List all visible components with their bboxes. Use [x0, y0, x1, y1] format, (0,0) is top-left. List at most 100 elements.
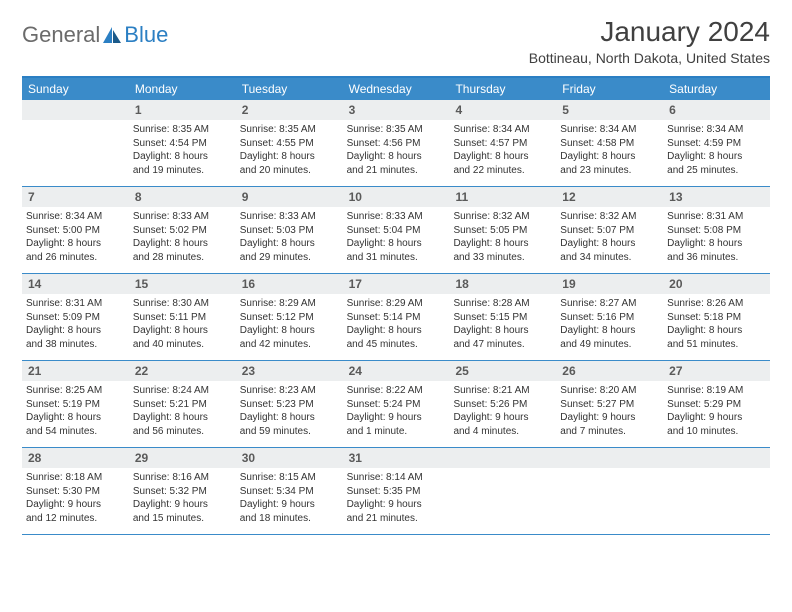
sunset-text: Sunset: 5:08 PM [667, 224, 766, 238]
day-number: 14 [22, 274, 129, 294]
sunrise-text: Sunrise: 8:29 AM [347, 297, 446, 311]
daylight-text-2: and 42 minutes. [240, 338, 339, 352]
weekday-header: Monday [129, 78, 236, 100]
sunrise-text: Sunrise: 8:21 AM [453, 384, 552, 398]
logo-text-1: General [22, 22, 100, 48]
daylight-text-1: Daylight: 8 hours [347, 324, 446, 338]
weekday-header-row: Sunday Monday Tuesday Wednesday Thursday… [22, 78, 770, 100]
day-number: 13 [663, 187, 770, 207]
day-cell: 20Sunrise: 8:26 AMSunset: 5:18 PMDayligh… [663, 274, 770, 360]
day-cell: 27Sunrise: 8:19 AMSunset: 5:29 PMDayligh… [663, 361, 770, 447]
day-details: Sunrise: 8:33 AMSunset: 5:03 PMDaylight:… [236, 207, 343, 268]
daylight-text-1: Daylight: 9 hours [560, 411, 659, 425]
daylight-text-1: Daylight: 9 hours [240, 498, 339, 512]
sunset-text: Sunset: 4:58 PM [560, 137, 659, 151]
daylight-text-2: and 23 minutes. [560, 164, 659, 178]
daylight-text-2: and 7 minutes. [560, 425, 659, 439]
day-cell: 28Sunrise: 8:18 AMSunset: 5:30 PMDayligh… [22, 448, 129, 534]
day-number: 23 [236, 361, 343, 381]
daylight-text-1: Daylight: 8 hours [667, 324, 766, 338]
sunset-text: Sunset: 5:16 PM [560, 311, 659, 325]
sunrise-text: Sunrise: 8:34 AM [26, 210, 125, 224]
day-details: Sunrise: 8:23 AMSunset: 5:23 PMDaylight:… [236, 381, 343, 442]
day-details: Sunrise: 8:21 AMSunset: 5:26 PMDaylight:… [449, 381, 556, 442]
daylight-text-1: Daylight: 9 hours [667, 411, 766, 425]
daylight-text-2: and 4 minutes. [453, 425, 552, 439]
sunrise-text: Sunrise: 8:32 AM [453, 210, 552, 224]
sunrise-text: Sunrise: 8:31 AM [667, 210, 766, 224]
day-cell: 26Sunrise: 8:20 AMSunset: 5:27 PMDayligh… [556, 361, 663, 447]
day-cell: 1Sunrise: 8:35 AMSunset: 4:54 PMDaylight… [129, 100, 236, 186]
day-cell [556, 448, 663, 534]
weekday-header: Thursday [449, 78, 556, 100]
day-details: Sunrise: 8:33 AMSunset: 5:04 PMDaylight:… [343, 207, 450, 268]
sunset-text: Sunset: 5:14 PM [347, 311, 446, 325]
day-number: 25 [449, 361, 556, 381]
daylight-text-2: and 38 minutes. [26, 338, 125, 352]
sunset-text: Sunset: 5:30 PM [26, 485, 125, 499]
day-number: 15 [129, 274, 236, 294]
day-cell: 18Sunrise: 8:28 AMSunset: 5:15 PMDayligh… [449, 274, 556, 360]
daylight-text-1: Daylight: 8 hours [240, 324, 339, 338]
day-cell: 7Sunrise: 8:34 AMSunset: 5:00 PMDaylight… [22, 187, 129, 273]
day-details: Sunrise: 8:25 AMSunset: 5:19 PMDaylight:… [22, 381, 129, 442]
day-number: 31 [343, 448, 450, 468]
daylight-text-2: and 33 minutes. [453, 251, 552, 265]
daylight-text-2: and 51 minutes. [667, 338, 766, 352]
daylight-text-1: Daylight: 9 hours [453, 411, 552, 425]
sunset-text: Sunset: 5:26 PM [453, 398, 552, 412]
daylight-text-1: Daylight: 8 hours [133, 237, 232, 251]
sunrise-text: Sunrise: 8:31 AM [26, 297, 125, 311]
location-text: Bottineau, North Dakota, United States [529, 50, 770, 66]
sunrise-text: Sunrise: 8:25 AM [26, 384, 125, 398]
day-cell: 9Sunrise: 8:33 AMSunset: 5:03 PMDaylight… [236, 187, 343, 273]
daylight-text-2: and 45 minutes. [347, 338, 446, 352]
sunset-text: Sunset: 5:15 PM [453, 311, 552, 325]
daylight-text-2: and 18 minutes. [240, 512, 339, 526]
day-cell [663, 448, 770, 534]
sunrise-text: Sunrise: 8:32 AM [560, 210, 659, 224]
daylight-text-1: Daylight: 8 hours [347, 237, 446, 251]
sunrise-text: Sunrise: 8:35 AM [347, 123, 446, 137]
day-cell: 13Sunrise: 8:31 AMSunset: 5:08 PMDayligh… [663, 187, 770, 273]
daylight-text-1: Daylight: 9 hours [133, 498, 232, 512]
day-number: 6 [663, 100, 770, 120]
daylight-text-1: Daylight: 9 hours [347, 498, 446, 512]
sunrise-text: Sunrise: 8:14 AM [347, 471, 446, 485]
daylight-text-1: Daylight: 9 hours [347, 411, 446, 425]
daylight-text-2: and 22 minutes. [453, 164, 552, 178]
sunrise-text: Sunrise: 8:34 AM [453, 123, 552, 137]
day-details: Sunrise: 8:34 AMSunset: 4:59 PMDaylight:… [663, 120, 770, 181]
logo: General Blue [22, 16, 168, 48]
daylight-text-1: Daylight: 8 hours [560, 150, 659, 164]
day-cell: 4Sunrise: 8:34 AMSunset: 4:57 PMDaylight… [449, 100, 556, 186]
day-cell: 30Sunrise: 8:15 AMSunset: 5:34 PMDayligh… [236, 448, 343, 534]
daylight-text-1: Daylight: 8 hours [240, 237, 339, 251]
sunrise-text: Sunrise: 8:28 AM [453, 297, 552, 311]
day-cell: 25Sunrise: 8:21 AMSunset: 5:26 PMDayligh… [449, 361, 556, 447]
day-number: 20 [663, 274, 770, 294]
day-cell: 17Sunrise: 8:29 AMSunset: 5:14 PMDayligh… [343, 274, 450, 360]
day-details: Sunrise: 8:33 AMSunset: 5:02 PMDaylight:… [129, 207, 236, 268]
sunset-text: Sunset: 5:02 PM [133, 224, 232, 238]
day-details: Sunrise: 8:34 AMSunset: 4:58 PMDaylight:… [556, 120, 663, 181]
daylight-text-1: Daylight: 8 hours [453, 150, 552, 164]
day-cell: 15Sunrise: 8:30 AMSunset: 5:11 PMDayligh… [129, 274, 236, 360]
day-cell: 12Sunrise: 8:32 AMSunset: 5:07 PMDayligh… [556, 187, 663, 273]
sunrise-text: Sunrise: 8:19 AM [667, 384, 766, 398]
sunrise-text: Sunrise: 8:30 AM [133, 297, 232, 311]
day-details: Sunrise: 8:19 AMSunset: 5:29 PMDaylight:… [663, 381, 770, 442]
day-number: 29 [129, 448, 236, 468]
daylight-text-1: Daylight: 8 hours [560, 237, 659, 251]
day-details: Sunrise: 8:31 AMSunset: 5:08 PMDaylight:… [663, 207, 770, 268]
day-details: Sunrise: 8:35 AMSunset: 4:55 PMDaylight:… [236, 120, 343, 181]
logo-sail-icon [102, 26, 122, 44]
day-details: Sunrise: 8:22 AMSunset: 5:24 PMDaylight:… [343, 381, 450, 442]
sunset-text: Sunset: 4:56 PM [347, 137, 446, 151]
day-details: Sunrise: 8:18 AMSunset: 5:30 PMDaylight:… [22, 468, 129, 529]
day-cell: 11Sunrise: 8:32 AMSunset: 5:05 PMDayligh… [449, 187, 556, 273]
sunrise-text: Sunrise: 8:29 AM [240, 297, 339, 311]
sunset-text: Sunset: 5:09 PM [26, 311, 125, 325]
daylight-text-1: Daylight: 8 hours [667, 237, 766, 251]
day-cell [449, 448, 556, 534]
